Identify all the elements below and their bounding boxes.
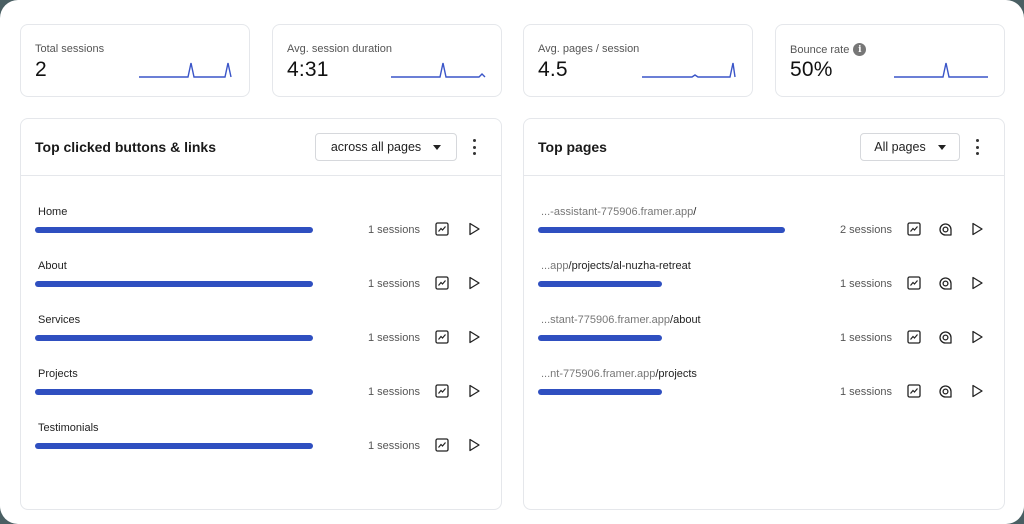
info-icon[interactable]: i [853, 43, 867, 56]
sessions-count: 1 sessions [840, 386, 892, 398]
play-recording-icon[interactable] [968, 382, 986, 400]
sessions-count: 1 sessions [368, 440, 420, 452]
top-page-row: ...stant-775906.framer.app/about 1 sessi… [524, 314, 1004, 358]
element-label: About [38, 260, 67, 272]
page-url[interactable]: ...-assistant-775906.framer.app/ [541, 206, 696, 218]
panel-title: Top pages [538, 139, 607, 155]
stat-card-total-sessions: Total sessions 2 [20, 24, 250, 97]
trend-chart-icon[interactable] [433, 328, 451, 346]
sessions-bar [538, 335, 662, 341]
url-prefix: ...-assistant-775906.framer.app [541, 206, 694, 218]
url-path: /projects [655, 368, 697, 380]
sparkline-chart [391, 62, 486, 78]
page-filter-dropdown[interactable]: All pages [860, 133, 960, 161]
play-recording-icon[interactable] [968, 328, 986, 346]
heatmap-icon[interactable] [936, 328, 954, 346]
url-path: / [693, 206, 697, 218]
page-url[interactable]: ...nt-775906.framer.app/projects [541, 368, 697, 380]
top-page-row: ...nt-775906.framer.app/projects 1 sessi… [524, 368, 1004, 412]
sessions-count: 1 sessions [368, 332, 420, 344]
stat-card-avg-session-duration: Avg. session duration 4:31 [272, 24, 502, 97]
dropdown-value: All pages [874, 140, 926, 154]
sessions-count: 2 sessions [840, 224, 892, 236]
sessions-bar [538, 281, 662, 287]
sessions-bar [35, 227, 313, 233]
stat-label: Bounce rate i [790, 43, 867, 56]
play-recording-icon[interactable] [968, 220, 986, 238]
sessions-count: 1 sessions [840, 278, 892, 290]
play-recording-icon[interactable] [465, 382, 483, 400]
sessions-count: 1 sessions [368, 224, 420, 236]
element-label: Projects [38, 368, 78, 380]
top-page-row: ...-assistant-775906.framer.app/ 2 sessi… [524, 206, 1004, 250]
trend-chart-icon[interactable] [905, 328, 923, 346]
heatmap-icon[interactable] [936, 220, 954, 238]
sessions-bar [35, 389, 313, 395]
top-pages-panel: Top pages All pages ...-assistant-775906… [523, 118, 1005, 510]
sessions-count: 1 sessions [368, 386, 420, 398]
caret-down-icon [433, 144, 442, 150]
trend-chart-icon[interactable] [433, 274, 451, 292]
page-url[interactable]: ...stant-775906.framer.app/about [541, 314, 701, 326]
page-url[interactable]: ...app/projects/al-nuzha-retreat [541, 260, 691, 272]
page-filter-dropdown[interactable]: across all pages [315, 133, 457, 161]
sessions-bar [538, 227, 785, 233]
clicked-element-row: Home 1 sessions [21, 206, 501, 250]
panel-header: Top pages All pages [524, 119, 1004, 176]
trend-chart-icon[interactable] [905, 382, 923, 400]
trend-chart-icon[interactable] [905, 220, 923, 238]
stat-value: 4:31 [287, 58, 329, 81]
top-clicked-panel: Top clicked buttons & links across all p… [20, 118, 502, 510]
sessions-bar [35, 443, 313, 449]
sparkline-chart [642, 62, 736, 78]
sessions-bar [35, 335, 313, 341]
play-recording-icon[interactable] [465, 274, 483, 292]
clicked-element-row: Services 1 sessions [21, 314, 501, 358]
element-label: Services [38, 314, 81, 326]
more-options-icon[interactable] [974, 139, 980, 155]
url-prefix: ...nt-775906.framer.app [541, 368, 656, 380]
stat-label: Avg. pages / session [538, 43, 640, 55]
stat-value: 4.5 [538, 58, 568, 81]
dropdown-value: across all pages [330, 140, 422, 154]
element-label: Home [38, 206, 68, 218]
clicked-element-row: Projects 1 sessions [21, 368, 501, 412]
heatmap-icon[interactable] [936, 382, 954, 400]
heatmap-icon[interactable] [936, 274, 954, 292]
stat-label: Total sessions [35, 43, 105, 55]
sparkline-chart [894, 62, 988, 78]
top-page-row: ...app/projects/al-nuzha-retreat 1 sessi… [524, 260, 1004, 304]
play-recording-icon[interactable] [968, 274, 986, 292]
panel-header: Top clicked buttons & links across all p… [21, 119, 501, 176]
url-path: /projects/al-nuzha-retreat [568, 260, 691, 272]
caret-down-icon [937, 144, 946, 150]
stat-card-avg-pages-per-session: Avg. pages / session 4.5 [523, 24, 753, 97]
play-recording-icon[interactable] [465, 436, 483, 454]
play-recording-icon[interactable] [465, 220, 483, 238]
trend-chart-icon[interactable] [433, 436, 451, 454]
url-prefix: ...stant-775906.framer.app [541, 314, 671, 326]
stat-card-bounce-rate: Bounce rate i 50% [775, 24, 1005, 97]
clicked-element-row: About 1 sessions [21, 260, 501, 304]
stat-value: 2 [35, 58, 47, 81]
stat-value: 50% [790, 58, 833, 81]
element-label: Testimonials [38, 422, 99, 434]
trend-chart-icon[interactable] [905, 274, 923, 292]
play-recording-icon[interactable] [465, 328, 483, 346]
trend-chart-icon[interactable] [433, 382, 451, 400]
stat-label: Avg. session duration [287, 43, 392, 55]
clicked-element-row: Testimonials 1 sessions [21, 422, 501, 466]
sessions-bar [538, 389, 662, 395]
url-prefix: ...app [541, 260, 569, 272]
sparkline-chart [139, 62, 232, 78]
sessions-count: 1 sessions [840, 332, 892, 344]
sessions-count: 1 sessions [368, 278, 420, 290]
url-path: /about [670, 314, 701, 326]
more-options-icon[interactable] [471, 139, 477, 155]
sessions-bar [35, 281, 313, 287]
trend-chart-icon[interactable] [433, 220, 451, 238]
panel-title: Top clicked buttons & links [35, 139, 216, 155]
